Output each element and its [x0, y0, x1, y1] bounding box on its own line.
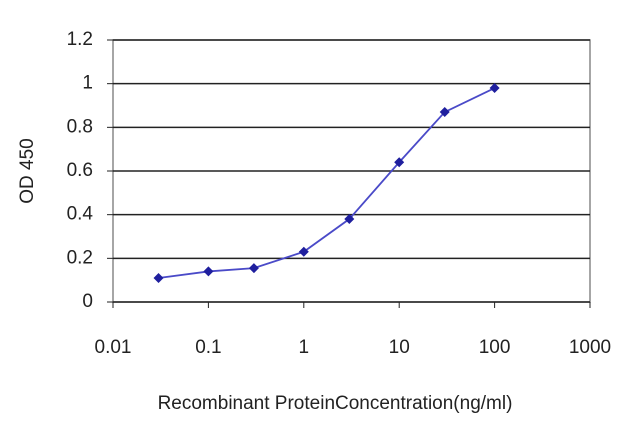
y-tick-label: 0.2 — [67, 247, 93, 268]
x-tick-label: 1000 — [569, 337, 611, 358]
y-tick-label: 0.6 — [67, 160, 93, 181]
data-point — [203, 266, 214, 277]
y-tick-label: 0.8 — [67, 116, 93, 137]
x-tick-label: 0.01 — [95, 337, 132, 358]
data-point — [394, 157, 405, 168]
data-point — [298, 246, 309, 257]
data-point — [344, 214, 355, 225]
y-axis-label: OD 450 — [17, 138, 38, 203]
y-tick-label: 0 — [82, 291, 93, 312]
x-axis-label: Recombinant ProteinConcentration(ng/ml) — [158, 393, 513, 414]
data-point — [248, 263, 259, 274]
data-point — [439, 107, 450, 118]
y-tick-label: 0.4 — [67, 204, 94, 225]
x-tick-label: 10 — [389, 337, 410, 358]
x-tick-label: 0.1 — [195, 337, 221, 358]
data-point — [489, 83, 500, 94]
x-tick-label: 1 — [299, 337, 310, 358]
data-line — [158, 87, 495, 279]
x-tick-label: 100 — [479, 337, 511, 358]
data-point — [153, 272, 164, 283]
y-tick-label: 1.2 — [67, 29, 93, 50]
y-tick-label: 1 — [82, 73, 93, 94]
